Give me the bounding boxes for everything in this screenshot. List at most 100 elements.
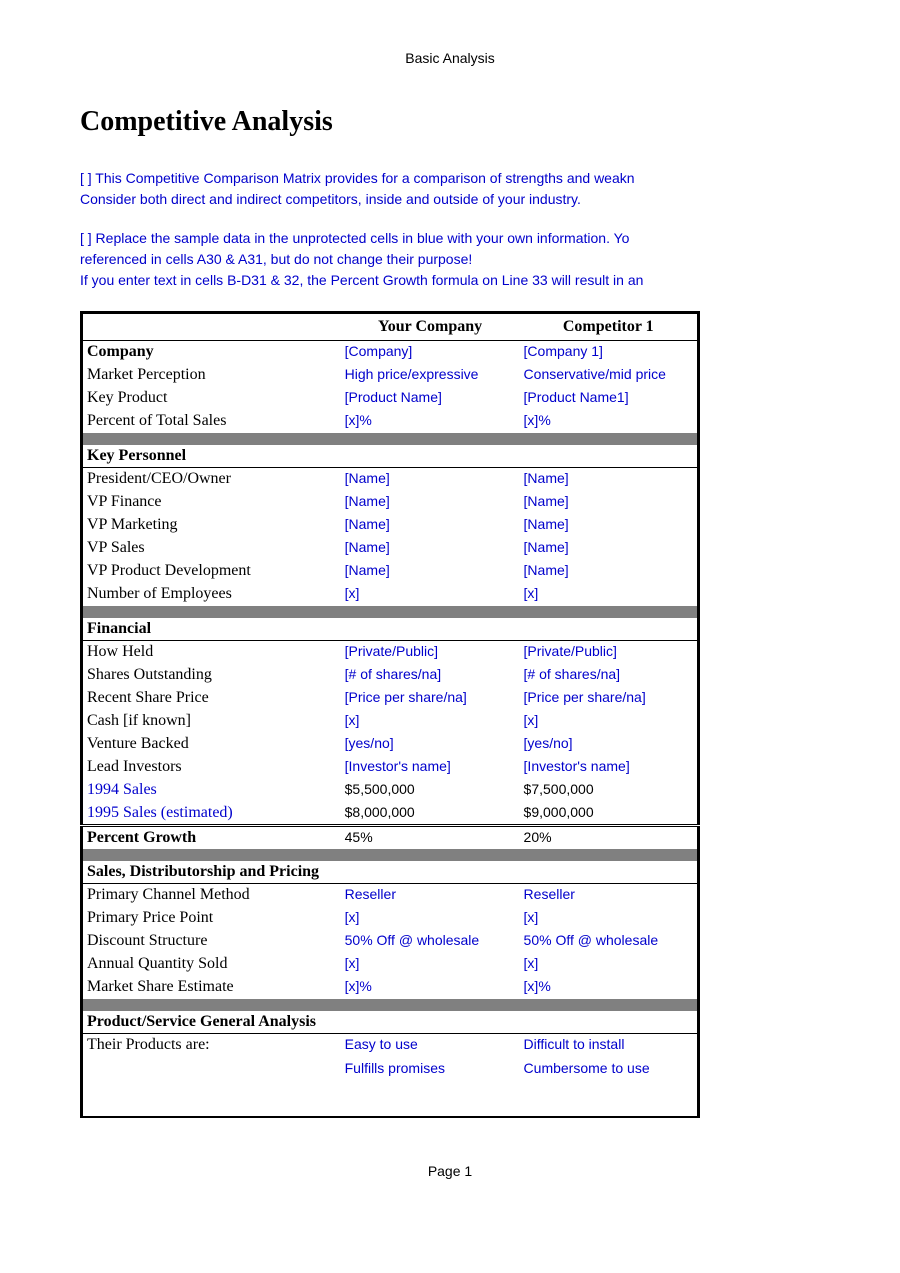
- section-key-personnel: Key Personnel: [82, 445, 699, 468]
- label-vpmkt: VP Marketing: [82, 514, 341, 537]
- label-products-2: [82, 1057, 341, 1117]
- val-vpfin-b: [Name]: [520, 491, 699, 514]
- label-vppd: VP Product Development: [82, 560, 341, 583]
- val-shares-a: [# of shares/na]: [341, 664, 520, 687]
- row-mshare: Market Share Estimate [x]% [x]%: [82, 976, 699, 999]
- row-qty: Annual Quantity Sold [x] [x]: [82, 953, 699, 976]
- row-company: Company [Company] [Company 1]: [82, 341, 699, 364]
- page: Basic Analysis Competitive Analysis [ ] …: [0, 0, 900, 1219]
- label-lead: Lead Investors: [82, 756, 341, 779]
- val-lead-b: [Investor's name]: [520, 756, 699, 779]
- val-mshare-a: [x]%: [341, 976, 520, 999]
- val-1995-a: $8,000,000: [341, 802, 520, 826]
- val-ppp-b: [x]: [520, 907, 699, 930]
- val-ppp-a: [x]: [341, 907, 520, 930]
- header-competitor-1: Competitor 1: [520, 313, 699, 341]
- val-cash-b: [x]: [520, 710, 699, 733]
- val-howheld-b: [Private/Public]: [520, 641, 699, 664]
- val-perception-b: Conservative/mid price: [520, 364, 699, 387]
- row-cash: Cash [if known] [x] [x]: [82, 710, 699, 733]
- row-ppp: Primary Price Point [x] [x]: [82, 907, 699, 930]
- val-company-a: [Company]: [341, 341, 520, 364]
- label-price: Recent Share Price: [82, 687, 341, 710]
- val-products-2a: Fulfills promises: [341, 1057, 520, 1117]
- val-channel-b: Reseller: [520, 884, 699, 907]
- row-discount: Discount Structure 50% Off @ wholesale 5…: [82, 930, 699, 953]
- row-1995-sales: 1995 Sales (estimated) $8,000,000 $9,000…: [82, 802, 699, 826]
- val-vpsales-b: [Name]: [520, 537, 699, 560]
- row-1994-sales: 1994 Sales $5,500,000 $7,500,000: [82, 779, 699, 802]
- instruction-1: [ ] This Competitive Comparison Matrix p…: [80, 168, 860, 210]
- row-emp: Number of Employees [x] [x]: [82, 583, 699, 606]
- val-products-2b: Cumbersome to use: [520, 1057, 699, 1117]
- val-price-a: [Price per share/na]: [341, 687, 520, 710]
- label-pctsales: Percent of Total Sales: [82, 410, 341, 433]
- label-mshare: Market Share Estimate: [82, 976, 341, 999]
- val-keyproduct-b: [Product Name1]: [520, 387, 699, 410]
- val-growth-b: 20%: [520, 825, 699, 849]
- section-psga-label: Product/Service General Analysis: [82, 1011, 699, 1034]
- val-howheld-a: [Private/Public]: [341, 641, 520, 664]
- label-perception: Market Perception: [82, 364, 341, 387]
- val-discount-a: 50% Off @ wholesale: [341, 930, 520, 953]
- row-products-2: Fulfills promises Cumbersome to use: [82, 1057, 699, 1117]
- val-company-b: [Company 1]: [520, 341, 699, 364]
- val-1994-a: $5,500,000: [341, 779, 520, 802]
- row-vpmkt: VP Marketing [Name] [Name]: [82, 514, 699, 537]
- row-venture: Venture Backed [yes/no] [yes/no]: [82, 733, 699, 756]
- row-lead: Lead Investors [Investor's name] [Invest…: [82, 756, 699, 779]
- val-qty-b: [x]: [520, 953, 699, 976]
- label-1994-sales: 1994 Sales: [82, 779, 341, 802]
- val-vpsales-a: [Name]: [341, 537, 520, 560]
- row-vpfin: VP Finance [Name] [Name]: [82, 491, 699, 514]
- val-shares-b: [# of shares/na]: [520, 664, 699, 687]
- val-vppd-a: [Name]: [341, 560, 520, 583]
- val-price-b: [Price per share/na]: [520, 687, 699, 710]
- val-products-1b: Difficult to install: [520, 1034, 699, 1057]
- page-title: Competitive Analysis: [80, 106, 860, 138]
- spacer: [82, 433, 699, 445]
- row-channel: Primary Channel Method Reseller Reseller: [82, 884, 699, 907]
- section-sdp-label: Sales, Distributorship and Pricing: [82, 861, 699, 884]
- label-qty: Annual Quantity Sold: [82, 953, 341, 976]
- label-cash: Cash [if known]: [82, 710, 341, 733]
- instruction-2: [ ] Replace the sample data in the unpro…: [80, 228, 860, 291]
- spacer: [82, 849, 699, 861]
- label-venture: Venture Backed: [82, 733, 341, 756]
- label-1995-sales: 1995 Sales (estimated): [82, 802, 341, 826]
- row-perception: Market Perception High price/expressive …: [82, 364, 699, 387]
- val-discount-b: 50% Off @ wholesale: [520, 930, 699, 953]
- label-emp: Number of Employees: [82, 583, 341, 606]
- val-perception-a: High price/expressive: [341, 364, 520, 387]
- section-key-personnel-label: Key Personnel: [82, 445, 699, 468]
- row-shares: Shares Outstanding [# of shares/na] [# o…: [82, 664, 699, 687]
- label-vpfin: VP Finance: [82, 491, 341, 514]
- row-pctsales: Percent of Total Sales [x]% [x]%: [82, 410, 699, 433]
- label-channel: Primary Channel Method: [82, 884, 341, 907]
- val-keyproduct-a: [Product Name]: [341, 387, 520, 410]
- page-footer: Page 1: [40, 1163, 860, 1179]
- val-emp-a: [x]: [341, 583, 520, 606]
- analysis-table: Your Company Competitor 1 Company [Compa…: [80, 311, 700, 1118]
- row-products-1: Their Products are: Easy to use Difficul…: [82, 1034, 699, 1057]
- row-keyproduct: Key Product [Product Name] [Product Name…: [82, 387, 699, 410]
- running-header: Basic Analysis: [40, 50, 860, 66]
- row-vppd: VP Product Development [Name] [Name]: [82, 560, 699, 583]
- val-vpfin-a: [Name]: [341, 491, 520, 514]
- val-vppd-b: [Name]: [520, 560, 699, 583]
- header-your-company: Your Company: [341, 313, 520, 341]
- label-growth: Percent Growth: [82, 825, 341, 849]
- val-growth-a: 45%: [341, 825, 520, 849]
- label-president: President/CEO/Owner: [82, 468, 341, 491]
- label-keyproduct: Key Product: [82, 387, 341, 410]
- val-1995-b: $9,000,000: [520, 802, 699, 826]
- section-financial: Financial: [82, 618, 699, 641]
- section-psga: Product/Service General Analysis: [82, 1011, 699, 1034]
- row-vpsales: VP Sales [Name] [Name]: [82, 537, 699, 560]
- val-pctsales-a: [x]%: [341, 410, 520, 433]
- val-qty-a: [x]: [341, 953, 520, 976]
- label-ppp: Primary Price Point: [82, 907, 341, 930]
- table-header-row: Your Company Competitor 1: [82, 313, 699, 341]
- val-venture-b: [yes/no]: [520, 733, 699, 756]
- row-percent-growth: Percent Growth 45% 20%: [82, 825, 699, 849]
